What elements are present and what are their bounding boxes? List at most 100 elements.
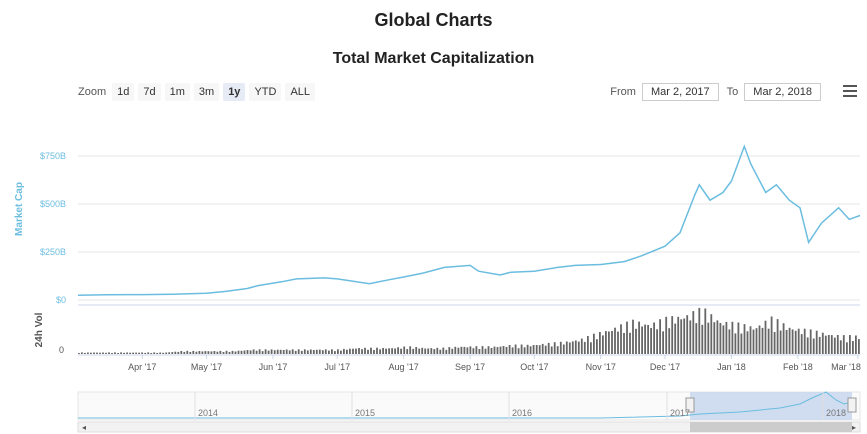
zoom-button-all[interactable]: ALL [285, 83, 316, 101]
volume-bar [725, 321, 728, 354]
volume-bar [346, 349, 348, 354]
volume-bar [785, 330, 788, 354]
volume-bar [481, 346, 484, 354]
zoom-button-1y[interactable]: 1y [223, 83, 246, 101]
volume-bar [312, 350, 315, 354]
x-tick-label: Feb '18 [783, 362, 813, 372]
volume-bar [397, 347, 399, 354]
volume-bar [517, 348, 520, 354]
x-tick-label: Jul '17 [324, 362, 350, 372]
volume-bar [255, 350, 258, 354]
volume-bar [541, 343, 544, 354]
volume-bar [731, 321, 734, 354]
to-date-input[interactable]: Mar 2, 2018 [744, 83, 821, 101]
navigator-year-label: 2017 [670, 408, 690, 418]
navigator[interactable]: 2014 2015 2016 2017 2018 ◂ ▸ [77, 391, 861, 433]
volume-bar [300, 350, 303, 354]
volume-bar [508, 345, 511, 354]
volume-bar [770, 316, 773, 354]
volume-bar [315, 349, 318, 354]
volume-bar [111, 353, 113, 354]
volume-bar [186, 350, 189, 354]
volume-bar [225, 350, 228, 354]
volume-bar [577, 341, 580, 354]
volume-bar [734, 333, 737, 354]
y-axis-label: Market Cap [14, 182, 25, 236]
volume-bar [424, 348, 427, 354]
volume-bar [544, 345, 547, 354]
volume-bar [117, 353, 119, 354]
navigator-scrollbar[interactable] [77, 421, 861, 433]
zoom-button-7d[interactable]: 7d [138, 83, 161, 101]
volume-bar [192, 350, 195, 354]
volume-bar [782, 323, 785, 354]
navigator-selection[interactable] [690, 392, 852, 420]
volume-bar [219, 350, 222, 354]
volume-bar [165, 352, 168, 354]
volume-bar [776, 319, 779, 354]
volume-bar [102, 352, 104, 354]
date-range-selector: From Mar 2, 2017 To Mar 2, 2018 [610, 83, 829, 101]
volume-bar [535, 345, 538, 354]
x-tick-label: Sep '17 [455, 362, 485, 372]
scroll-right-arrow-icon[interactable]: ▸ [852, 423, 856, 432]
volume-bar [96, 352, 98, 354]
volume-bar [403, 346, 406, 354]
volume-bar [174, 351, 177, 354]
volume-bar [626, 321, 628, 354]
navigator-scrollbar-thumb[interactable] [690, 422, 852, 432]
volume-bar [523, 347, 526, 354]
volume-bar [629, 332, 631, 354]
volume-bar [797, 328, 800, 354]
volume-bar [803, 328, 806, 354]
volume-bar [162, 352, 165, 354]
volume-bar [204, 351, 207, 354]
navigator-handle-right[interactable] [847, 397, 857, 413]
volume-bar [758, 325, 761, 354]
volume-bar [99, 352, 101, 354]
volume-bar [349, 348, 351, 354]
from-date-input[interactable]: Mar 2, 2017 [641, 83, 719, 101]
volume-bar [231, 350, 234, 354]
volume-bar [93, 352, 95, 354]
volume-bar [614, 327, 616, 354]
navigator-background [77, 391, 861, 421]
volume-bar [484, 348, 487, 354]
x-tick-label: Nov '17 [586, 362, 616, 372]
volume-bar [583, 341, 586, 354]
scroll-left-arrow-icon[interactable]: ◂ [82, 423, 86, 432]
volume-bar [291, 349, 294, 354]
volume-bar [590, 342, 592, 354]
volume-bar [602, 335, 604, 354]
zoom-bar: Zoom 1d 7d 1m 3m 1y YTD ALL [78, 83, 319, 101]
volume-bar [818, 336, 821, 354]
volume-bar [704, 308, 707, 354]
volume-bar [809, 329, 812, 354]
volume-bar [743, 324, 746, 354]
volume-bar [740, 333, 743, 354]
volume-bar [150, 353, 153, 354]
zoom-button-1m[interactable]: 1m [164, 83, 190, 101]
volume-bar [773, 332, 776, 354]
volume-bar [318, 349, 321, 354]
hamburger-menu-icon[interactable] [843, 85, 857, 100]
volume-bar [454, 346, 457, 354]
zoom-button-3m[interactable]: 3m [193, 83, 220, 101]
volume-bar [460, 346, 463, 354]
volume-bar [370, 347, 372, 354]
y-tick-label: $0 [56, 295, 66, 305]
navigator-handle-left[interactable] [685, 397, 695, 413]
to-label: To [726, 86, 739, 98]
volume-bar [746, 331, 749, 354]
volume-bar [439, 349, 442, 354]
volume-bar [156, 352, 159, 354]
zoom-button-1d[interactable]: 1d [112, 83, 135, 101]
volume-bar [436, 347, 439, 354]
volume-bar [129, 352, 131, 354]
navigator-year-label: 2016 [512, 408, 532, 418]
zoom-button-ytd[interactable]: YTD [249, 83, 282, 101]
volume-bar [337, 349, 339, 354]
volume-bar [201, 351, 204, 354]
volume-bar [839, 340, 842, 354]
volume-bar [538, 345, 541, 354]
